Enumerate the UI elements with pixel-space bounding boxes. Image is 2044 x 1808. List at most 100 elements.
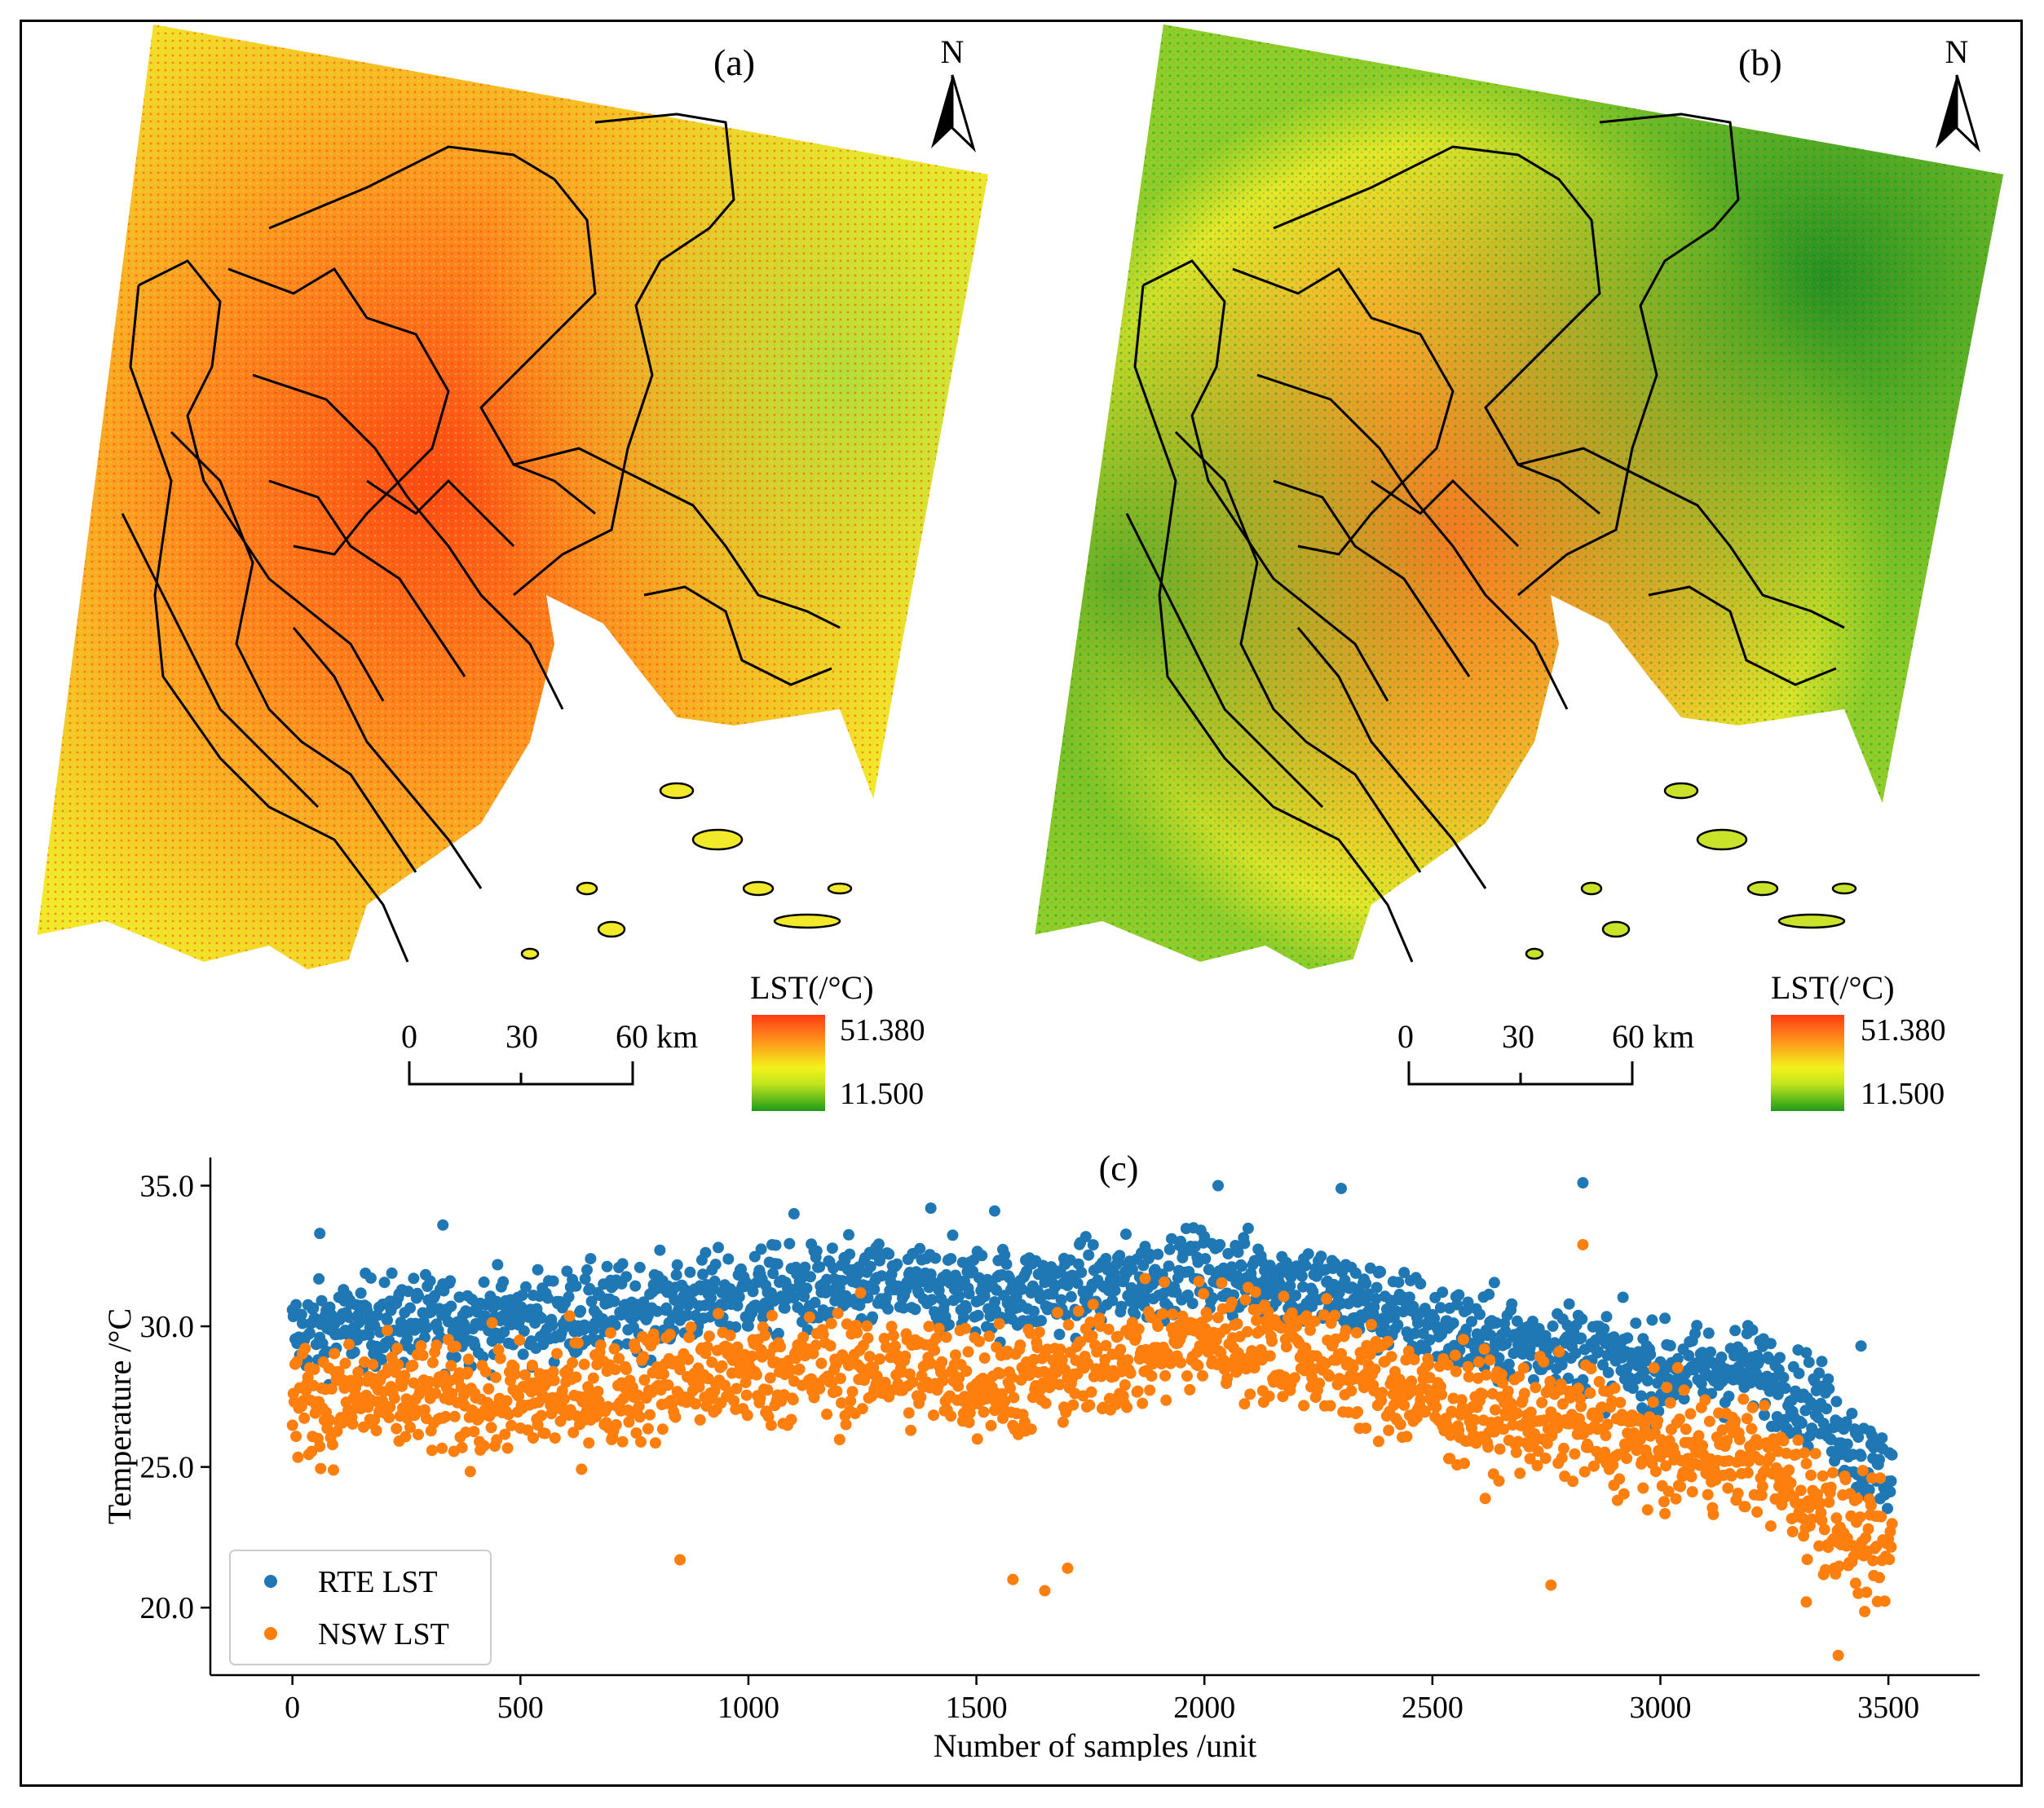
data-point — [602, 1400, 614, 1413]
data-point — [449, 1340, 461, 1352]
data-point — [1862, 1523, 1874, 1535]
data-point — [1641, 1374, 1653, 1387]
data-point — [386, 1267, 398, 1279]
data-point — [1729, 1325, 1742, 1337]
data-point — [1430, 1401, 1442, 1413]
data-point — [863, 1351, 876, 1363]
data-point — [1236, 1260, 1248, 1272]
data-point — [1820, 1563, 1831, 1576]
data-point — [567, 1356, 579, 1369]
data-point — [1360, 1422, 1372, 1435]
data-point — [788, 1292, 800, 1304]
data-point — [1885, 1475, 1897, 1487]
data-point — [810, 1245, 823, 1257]
data-point — [1617, 1291, 1629, 1303]
data-point — [1786, 1395, 1798, 1406]
data-point — [1122, 1354, 1134, 1366]
legend-marker — [264, 1627, 277, 1640]
data-point — [690, 1398, 702, 1410]
data-point — [1779, 1382, 1791, 1394]
data-point — [1062, 1319, 1075, 1331]
data-point — [1340, 1325, 1352, 1337]
data-point — [1680, 1423, 1692, 1435]
data-point — [395, 1316, 407, 1329]
data-point — [1408, 1353, 1420, 1365]
data-point — [1488, 1277, 1500, 1289]
data-point — [486, 1316, 498, 1329]
data-point — [1318, 1309, 1330, 1321]
data-point — [697, 1268, 709, 1281]
data-point — [1832, 1649, 1844, 1661]
data-point — [1575, 1332, 1587, 1344]
data-point — [1874, 1453, 1885, 1466]
data-point — [1181, 1370, 1193, 1382]
data-point — [1799, 1447, 1811, 1459]
data-point — [1124, 1367, 1137, 1379]
data-point — [880, 1341, 892, 1353]
data-point — [771, 1258, 784, 1270]
data-point — [1137, 1397, 1149, 1409]
data-point — [1795, 1417, 1808, 1429]
data-point — [1409, 1327, 1421, 1339]
data-point — [673, 1299, 685, 1311]
data-point — [1028, 1305, 1040, 1317]
x-tick-label: 3000 — [1630, 1691, 1692, 1725]
data-point — [563, 1291, 575, 1303]
legend-min-a: 11.500 — [840, 1077, 925, 1111]
data-point — [1800, 1596, 1812, 1608]
data-point — [478, 1440, 490, 1452]
data-point — [502, 1409, 514, 1421]
data-point — [1722, 1482, 1734, 1494]
data-point — [413, 1428, 424, 1440]
data-point — [539, 1427, 551, 1440]
data-point — [1305, 1324, 1316, 1336]
data-point — [1658, 1496, 1670, 1508]
data-point — [526, 1360, 538, 1371]
data-point — [1298, 1400, 1310, 1412]
data-point — [561, 1265, 573, 1277]
data-point — [1014, 1339, 1026, 1352]
data-point — [1584, 1387, 1596, 1399]
data-point — [872, 1238, 885, 1250]
data-point — [762, 1384, 774, 1396]
data-point — [1575, 1400, 1587, 1413]
data-point — [413, 1290, 424, 1302]
data-point — [492, 1259, 504, 1271]
data-point — [1852, 1431, 1865, 1443]
data-point — [547, 1275, 559, 1287]
data-point — [1569, 1448, 1581, 1460]
data-point — [404, 1302, 416, 1314]
data-point — [999, 1249, 1011, 1261]
data-point — [1507, 1419, 1519, 1431]
data-point — [572, 1337, 584, 1349]
data-point — [1393, 1277, 1405, 1289]
data-point — [1214, 1238, 1226, 1250]
data-point — [754, 1392, 766, 1404]
data-point — [400, 1431, 412, 1443]
data-point — [841, 1318, 853, 1330]
data-point — [851, 1326, 863, 1338]
data-point — [1119, 1379, 1131, 1391]
legend-marker — [264, 1575, 277, 1588]
data-point — [1167, 1308, 1179, 1321]
data-point — [1556, 1359, 1568, 1371]
data-point — [1530, 1382, 1542, 1394]
data-point — [1159, 1369, 1172, 1382]
data-point — [1115, 1300, 1128, 1312]
data-point — [1659, 1507, 1671, 1519]
data-point — [490, 1371, 502, 1383]
data-point — [1774, 1352, 1786, 1364]
data-point — [1335, 1347, 1347, 1360]
data-point — [1806, 1513, 1818, 1525]
data-point — [1874, 1472, 1887, 1484]
data-point — [1278, 1290, 1290, 1303]
data-point — [915, 1391, 927, 1403]
data-point — [1678, 1384, 1690, 1396]
data-point — [1664, 1339, 1676, 1352]
data-point — [1508, 1347, 1520, 1360]
data-point — [1801, 1554, 1813, 1566]
data-point — [1483, 1288, 1495, 1300]
data-point — [1800, 1457, 1812, 1470]
data-point — [825, 1317, 837, 1330]
data-point — [426, 1444, 438, 1457]
